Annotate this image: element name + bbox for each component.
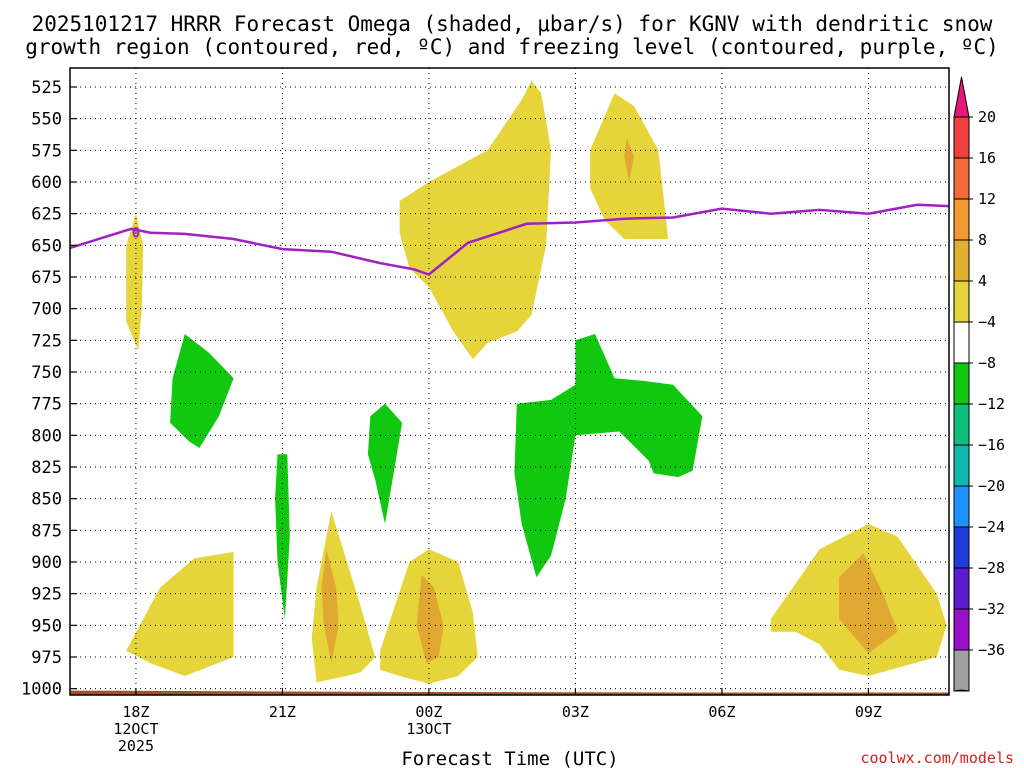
omega-8-12-region	[624, 137, 634, 182]
y-tick-label: 525	[31, 78, 62, 98]
x-tick-label: 00Z	[415, 703, 442, 721]
plot-frame	[69, 67, 950, 696]
freezing-level-layer: 0	[69, 203, 950, 276]
omega-8-12-region	[416, 574, 444, 664]
colorbar-segment	[953, 362, 970, 405]
omega-neg4-8-region	[275, 454, 290, 619]
x-tick-label: 2025	[118, 737, 154, 755]
colorbar-segment	[953, 649, 970, 692]
x-tick-label: 09Z	[855, 703, 882, 721]
omega-shading-layer	[126, 80, 947, 684]
y-tick-label: 725	[31, 331, 62, 351]
x-tick-label: 13OCT	[406, 720, 451, 738]
colorbar-segment	[953, 403, 970, 446]
colorbar-label: 20	[978, 108, 996, 126]
y-tick-label: 900	[31, 553, 62, 573]
colorbar-segment	[953, 116, 970, 159]
y-tick-label: 950	[31, 616, 62, 636]
colorbar-label: −36	[978, 641, 1005, 659]
colorbar-label: −20	[978, 477, 1005, 495]
colorbar-segment	[953, 567, 970, 610]
freezing-level-label: 0	[132, 226, 140, 242]
omega-4-8-region	[126, 551, 234, 676]
colorbar-segment	[953, 321, 970, 364]
colorbar-segment	[953, 526, 970, 569]
omega-4-8-region	[399, 80, 551, 360]
y-tick-label: 700	[31, 300, 62, 320]
ground-surface	[70, 690, 949, 695]
colorbar-label: −8	[978, 354, 996, 372]
x-tick-label: 21Z	[269, 703, 296, 721]
y-tick-label: 875	[31, 521, 62, 541]
y-tick-label: 925	[31, 585, 62, 605]
x-axis-label: Forecast Time (UTC)	[401, 748, 618, 768]
y-tick-label: 825	[31, 458, 62, 478]
x-tick-label: 18Z	[122, 703, 149, 721]
y-tick-label: 550	[31, 110, 62, 130]
colorbar-label: −16	[978, 436, 1005, 454]
chart-title-line-1: 2025101217 HRRR Forecast Omega (shaded, …	[32, 12, 993, 36]
site-credit: coolwx.com/models	[860, 749, 1014, 767]
y-tick-label: 600	[31, 173, 62, 193]
omega-neg4-8-region	[367, 403, 403, 524]
omega-neg4-8-region	[514, 334, 703, 578]
omega-neg4-8-region	[170, 334, 234, 448]
colorbar-label: 16	[978, 149, 996, 167]
y-tick-label: 800	[31, 426, 62, 446]
colorbar-segment	[953, 198, 970, 241]
colorbar-segment	[953, 239, 970, 282]
colorbar: 20 16 12 8 4 −4 −8 −12 −16 −20 −24 −28 −32 −36	[953, 76, 1005, 692]
omega-4-8-region	[126, 213, 144, 351]
x-tick-label: 03Z	[562, 703, 589, 721]
colorbar-label: −4	[978, 313, 996, 331]
omega-8-12-region	[321, 549, 339, 664]
freezing-level-line	[69, 203, 950, 276]
x-tick-label: 12OCT	[113, 720, 158, 738]
colorbar-label: 4	[978, 272, 987, 290]
y-tick-label: 775	[31, 395, 62, 415]
colorbar-top-arrow	[953, 76, 970, 118]
y-tick-label: 625	[31, 205, 62, 225]
y-tick-label: 750	[31, 363, 62, 383]
colorbar-bottom-arrow	[953, 689, 970, 692]
y-axis: 525 550 575 600 625 650 675 700 725 750 775 800 825 8…	[21, 78, 77, 700]
colorbar-label: −12	[978, 395, 1005, 413]
y-tick-label: 1000	[21, 680, 62, 700]
colorbar-label: 8	[978, 231, 987, 249]
y-tick-label: 675	[31, 268, 62, 288]
colorbar-segment	[953, 444, 970, 487]
colorbar-label: −24	[978, 518, 1005, 536]
chart-title-line-2: growth region (contoured, red, ºC) and f…	[25, 35, 999, 59]
y-tick-label: 650	[31, 236, 62, 256]
colorbar-label: 12	[978, 190, 996, 208]
colorbar-label: −32	[978, 600, 1005, 618]
y-tick-label: 850	[31, 490, 62, 510]
x-tick-label: 06Z	[708, 703, 735, 721]
colorbar-segment	[953, 157, 970, 200]
y-tick-label: 975	[31, 648, 62, 668]
colorbar-segment	[953, 280, 970, 323]
ground-layer	[70, 690, 949, 695]
colorbar-label: −28	[978, 559, 1005, 577]
colorbar-segment	[953, 485, 970, 528]
y-tick-label: 575	[31, 141, 62, 161]
colorbar-segment	[953, 608, 970, 651]
